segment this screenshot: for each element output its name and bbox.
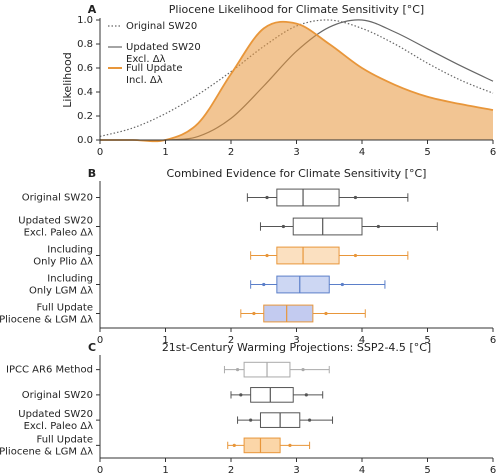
area: [100, 21, 493, 142]
category-label: IPCC AR6 Method: [6, 365, 93, 376]
dot: [324, 311, 328, 316]
dot: [304, 393, 308, 397]
dot: [262, 282, 266, 287]
x-tick-label: 2: [228, 147, 234, 158]
dot: [353, 253, 358, 258]
x-tick-label: 5: [424, 465, 430, 475]
legend-label: Updated SW20 Excl. Δλ: [126, 42, 201, 65]
x-tick-label: 3: [293, 147, 299, 158]
x-tick-label: 2: [228, 335, 234, 346]
panel-title: Combined Evidence for Climate Sensitivit…: [167, 167, 427, 180]
panel-title: Pliocene Likelihood for Climate Sensitiv…: [169, 3, 424, 16]
y-tick-label: 0.0: [77, 135, 93, 146]
dot: [281, 224, 285, 229]
dot: [265, 253, 269, 258]
dot: [301, 368, 305, 372]
x-tick-label: 6: [490, 147, 496, 158]
dot: [249, 418, 253, 422]
box: [276, 188, 340, 207]
category-label: Updated SW20 Excl. Paleo Δλ: [18, 409, 93, 432]
x-tick-label: 3: [293, 465, 299, 475]
y-axis-label: Likelihood: [61, 52, 74, 107]
panel-label: B: [88, 167, 96, 180]
y-tick-label: 0.2: [77, 111, 93, 122]
box: [263, 304, 314, 323]
x-tick-label: 0: [97, 147, 103, 158]
y-tick-label: 1.0: [77, 15, 93, 26]
box: [292, 217, 363, 236]
dot: [235, 368, 240, 372]
category-label: Updated SW20 Excl. Paleo Δλ: [18, 216, 93, 239]
dot: [376, 224, 380, 229]
x-tick-label: 1: [162, 147, 168, 158]
dot: [288, 443, 292, 447]
legend-label: Full Update Incl. Δλ: [126, 63, 183, 86]
x-tick-label: 5: [424, 147, 430, 158]
panel-title: 21st-Century Warming Projections: SSP2-4…: [162, 341, 431, 354]
dot: [353, 195, 358, 200]
dot: [265, 195, 269, 200]
x-tick-label: 6: [490, 335, 496, 346]
x-tick-label: 4: [359, 465, 365, 475]
dot: [232, 443, 236, 447]
legend-label: Original SW20: [126, 21, 197, 32]
x-tick-label: 4: [359, 335, 365, 346]
box: [276, 246, 340, 265]
y-tick-label: 0.8: [77, 39, 93, 50]
panel-label: C: [88, 341, 96, 354]
category-label: Full Update Pliocene & LGM Δλ: [0, 303, 93, 326]
category-label: Including Only LGM Δλ: [29, 274, 93, 297]
dot: [308, 418, 312, 422]
x-tick-label: 2: [228, 465, 234, 475]
box: [243, 437, 281, 454]
dot: [252, 311, 256, 316]
category-label: Original SW20: [22, 193, 93, 204]
x-tick-label: 1: [162, 335, 168, 346]
y-tick-label: 0.6: [77, 63, 93, 74]
dot: [239, 393, 243, 397]
panel-label: A: [88, 3, 97, 16]
x-tick-label: 4: [359, 147, 365, 158]
dot: [340, 282, 344, 287]
x-tick-label: 0: [97, 465, 103, 475]
x-tick-label: 6: [490, 465, 496, 475]
x-tick-label: 1: [162, 465, 168, 475]
x-tick-label: 5: [424, 335, 430, 346]
category-label: Including Only Plio Δλ: [33, 245, 93, 268]
box: [276, 275, 330, 294]
category-label: Full Update Pliocene & LGM Δλ: [0, 434, 93, 457]
x-tick-label: 0: [97, 335, 103, 346]
x-tick-label: 3: [293, 335, 299, 346]
y-tick-label: 0.4: [77, 87, 93, 98]
box: [250, 387, 294, 403]
category-label: Original SW20: [22, 390, 93, 401]
